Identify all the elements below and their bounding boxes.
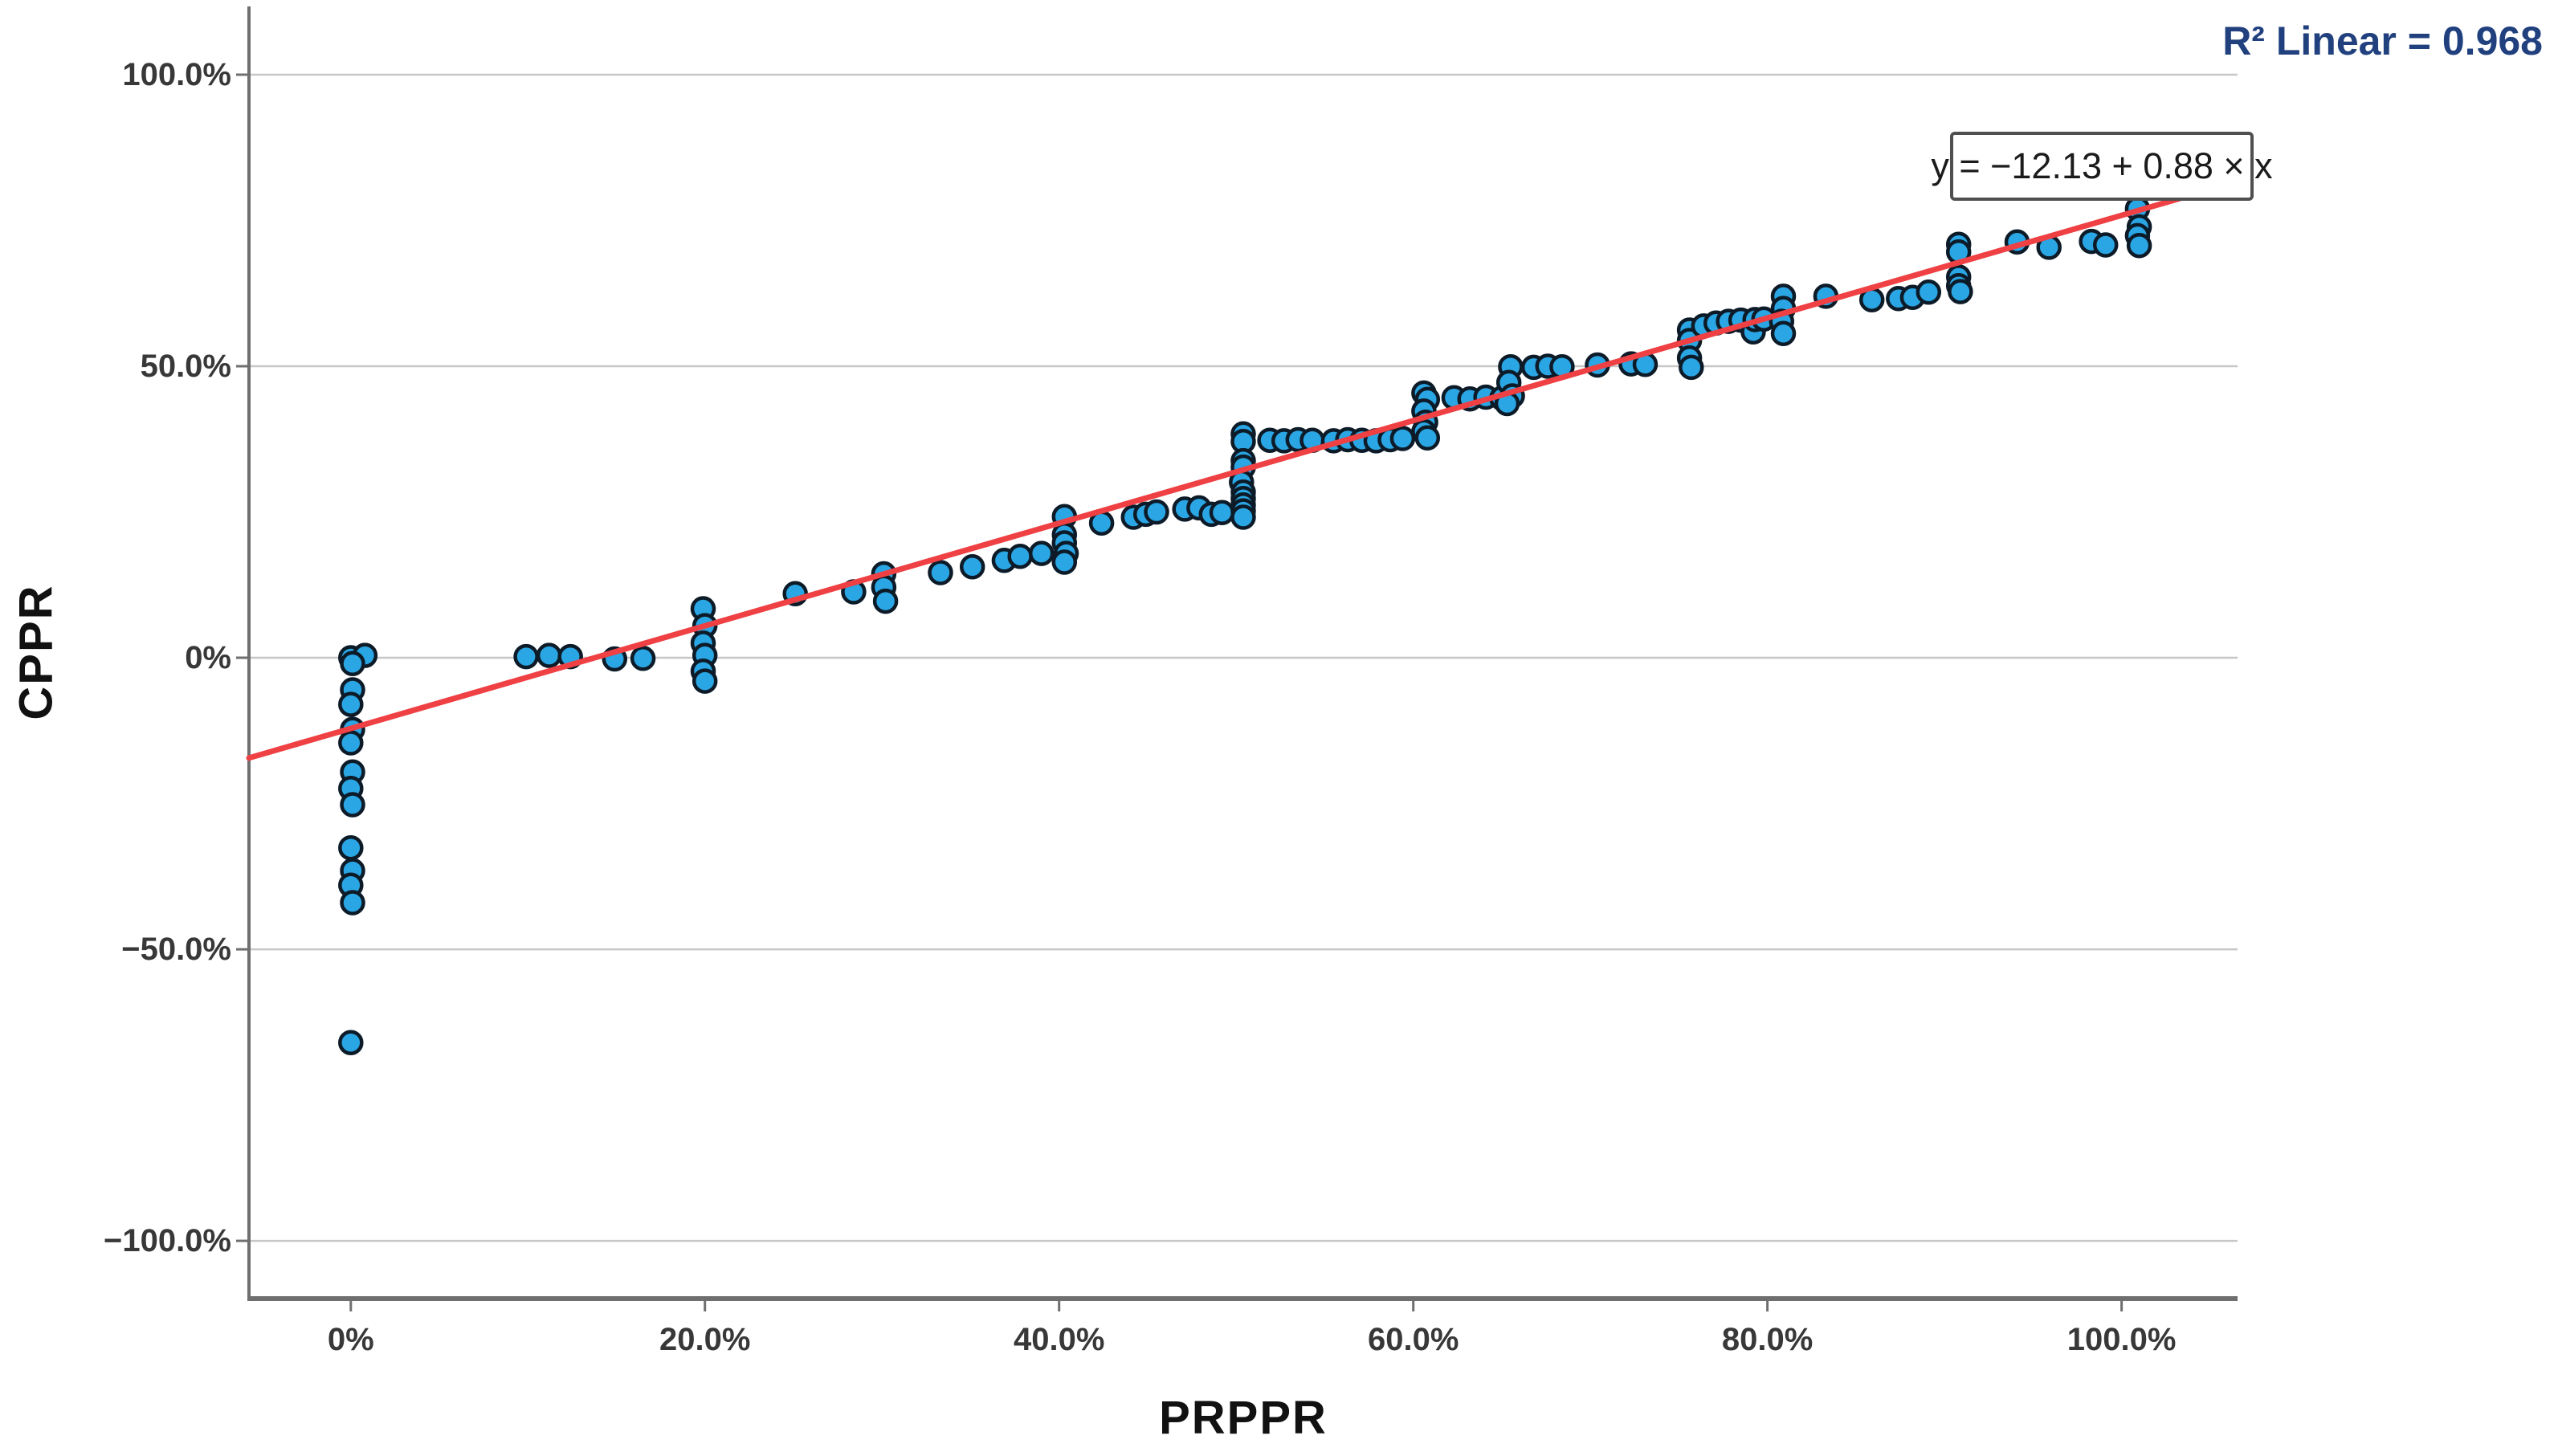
y-tick-label: 50.0% [140, 349, 231, 384]
y-tick-label: −100.0% [103, 1223, 231, 1259]
y-tick-label: −50.0% [121, 932, 231, 968]
data-point [1028, 540, 1055, 566]
fit-line [246, 178, 2241, 761]
data-point [872, 588, 899, 614]
x-tick-label: 20.0% [659, 1322, 751, 1357]
data-point [340, 651, 365, 677]
y-tick-label: 0% [185, 640, 231, 675]
axes [247, 6, 2238, 1301]
data-point [340, 792, 365, 818]
data-point [1414, 425, 1441, 451]
x-tick-label: 100.0% [2066, 1322, 2177, 1357]
data-point [1916, 279, 1942, 305]
data-point [1389, 426, 1416, 451]
data-point [692, 668, 718, 694]
y-axis-title: CPPR [10, 584, 63, 720]
data-point [338, 1030, 364, 1055]
data-point [1209, 500, 1235, 525]
x-tick-label: 0% [327, 1322, 374, 1357]
data-point [959, 554, 985, 580]
data-point [338, 730, 364, 756]
x-tick-label: 60.0% [1367, 1322, 1459, 1357]
tick-marks [236, 73, 2124, 1311]
data-point [1770, 320, 1797, 347]
r-squared-annotation: R² Linear = 0.968 [2222, 18, 2543, 63]
data-point [928, 560, 953, 585]
data-point [630, 646, 656, 671]
data-point [1679, 354, 1704, 381]
data-point [1948, 279, 1973, 304]
data-point [338, 834, 364, 861]
data-point [1007, 543, 1033, 569]
scatter-points [338, 196, 2152, 1055]
data-point [536, 642, 562, 668]
regression-line [246, 178, 2241, 761]
x-tick-label: 40.0% [1013, 1322, 1105, 1357]
data-point [1051, 549, 1078, 575]
data-point [1230, 504, 1256, 530]
data-point [340, 890, 365, 916]
data-point [2092, 232, 2119, 258]
y-tick-label: 100.0% [122, 57, 231, 92]
data-point [338, 691, 364, 717]
data-point [1144, 499, 1169, 525]
data-point [513, 643, 539, 670]
x-tick-label: 80.0% [1721, 1322, 1814, 1357]
data-point [2126, 232, 2152, 259]
x-axis-title: PRPPR [1159, 1392, 1328, 1444]
regression-equation-label: y = −12.13 + 0.88 × x [1931, 132, 2273, 201]
